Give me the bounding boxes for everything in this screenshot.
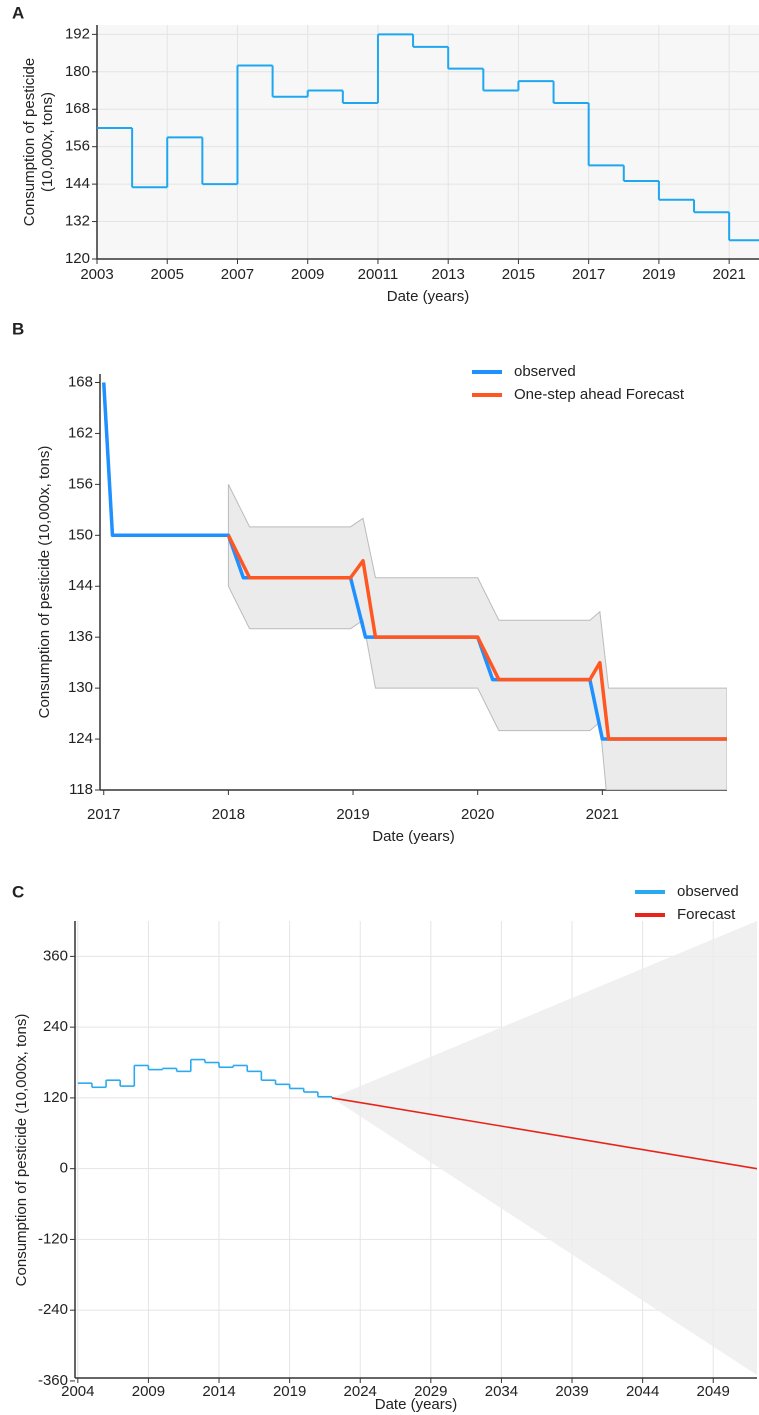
plot-area: [101, 382, 727, 790]
x-tick-label: 2018: [212, 806, 245, 823]
chart-panel: C -360 -240 -120 0 120 240 360 2004 2009 2014 2019 2…: [12, 882, 757, 1413]
x-axis-label: Date (years): [372, 828, 455, 845]
y-tick-label: -120: [38, 1230, 68, 1247]
x-tick-label: 2029: [414, 1383, 447, 1400]
panel-label: B: [12, 319, 24, 338]
series-line: [101, 382, 727, 741]
confidence-band: [227, 484, 727, 790]
legend-label: observed: [677, 883, 739, 900]
y-tick-label: 156: [68, 475, 93, 492]
x-tick-label: 2015: [502, 266, 535, 283]
y-tick-label: 120: [65, 250, 90, 267]
x-tick-label: 2021: [712, 266, 745, 283]
y-tick-label: -240: [38, 1301, 68, 1318]
y-tick-label: 150: [68, 526, 93, 543]
x-tick-label: 2021: [586, 806, 619, 823]
x-tick-label: 2044: [626, 1383, 659, 1400]
series-line: [226, 534, 727, 741]
x-tick-label: 2009: [291, 266, 324, 283]
x-tick-label: 2020: [461, 806, 494, 823]
series-line: [331, 1097, 757, 1170]
y-axis-label: Consumption of pesticide: [21, 58, 38, 226]
x-tick-label: 2039: [555, 1383, 588, 1400]
y-axis-label: (10,000x, tons): [39, 92, 56, 192]
x-tick-label: 2014: [202, 1383, 235, 1400]
y-tick-label: 240: [43, 1018, 68, 1035]
legend-label: Forecast: [677, 906, 736, 923]
x-tick-label: 2024: [344, 1383, 377, 1400]
y-axis-label: Consumption of pesticide (10,000x, tons): [13, 1014, 30, 1287]
y-tick-label: 180: [65, 63, 90, 80]
x-tick-label: 20011: [358, 266, 399, 283]
chart-panel: B 118 124 130 136 144 150 156 162 168 2017 2018 2019…: [12, 319, 727, 845]
x-tick-label: 2005: [151, 266, 184, 283]
x-tick-label: 2034: [485, 1383, 518, 1400]
y-axis-label: Consumption of pesticide (10,000x, tons): [36, 446, 53, 719]
plot-area: [97, 33, 759, 242]
y-tick-label: 192: [65, 25, 90, 42]
y-tick-label: 168: [65, 100, 90, 117]
x-tick-label: 2017: [87, 806, 120, 823]
x-tick-label: 2009: [132, 1383, 165, 1400]
y-tick-label: 0: [60, 1160, 68, 1177]
y-tick-label: 124: [68, 730, 93, 747]
panel-label: C: [12, 882, 24, 901]
y-tick-label: 132: [65, 213, 90, 230]
x-axis-label: Date (years): [375, 1396, 458, 1413]
x-tick-label: 2019: [273, 1383, 306, 1400]
x-tick-label: 2017: [572, 266, 605, 283]
y-tick-label: 136: [68, 628, 93, 645]
plot-background: [97, 25, 759, 259]
y-tick-label: 144: [65, 175, 90, 192]
y-tick-label: 120: [43, 1089, 68, 1106]
y-tick-label: 162: [68, 424, 93, 441]
y-tick-label: 118: [69, 781, 93, 798]
confidence-band: [331, 921, 757, 1376]
x-tick-label: 2004: [61, 1383, 94, 1400]
x-tick-label: 2019: [336, 806, 369, 823]
x-tick-label: 2049: [697, 1383, 730, 1400]
y-tick-label: 144: [68, 577, 93, 594]
y-tick-label: 156: [65, 138, 90, 155]
x-axis-label: Date (years): [387, 288, 470, 305]
legend-label: observed: [514, 363, 576, 380]
y-tick-label: -360: [38, 1372, 68, 1389]
x-tick-label: 2007: [221, 266, 254, 283]
y-tick-label: 130: [68, 679, 93, 696]
x-tick-label: 2003: [80, 266, 113, 283]
plot-area: [77, 921, 757, 1376]
x-tick-label: 2019: [642, 266, 675, 283]
panel-label: A: [12, 3, 24, 22]
chart-panel: A 120 132 144 156 168 180 192 2003 2005 2007 2009 20…: [12, 3, 759, 305]
legend-label: One-step ahead Forecast: [514, 386, 685, 403]
y-tick-label: 168: [68, 373, 93, 390]
x-tick-label: 2013: [432, 266, 465, 283]
y-tick-label: 360: [43, 947, 68, 964]
